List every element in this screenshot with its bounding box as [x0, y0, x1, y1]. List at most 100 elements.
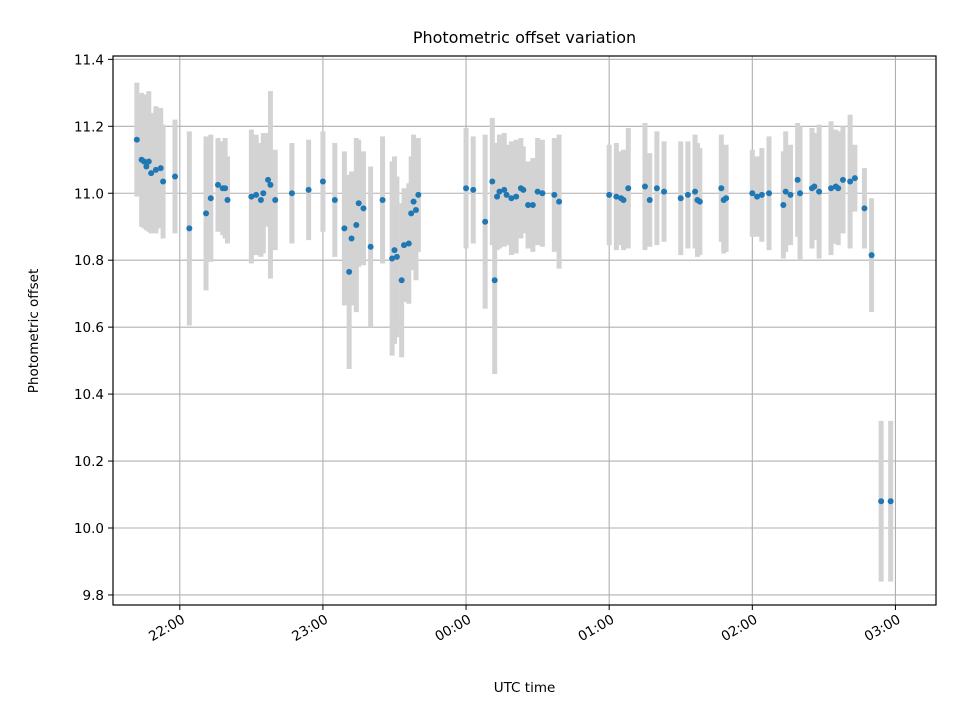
data-point: [661, 188, 668, 195]
data-point: [782, 188, 789, 195]
data-point: [410, 198, 417, 205]
y-tick-label: 11.0: [74, 186, 104, 202]
data-point: [718, 185, 725, 192]
data-point: [389, 255, 396, 262]
data-point: [482, 218, 489, 225]
data-point: [267, 181, 274, 188]
data-point: [214, 181, 221, 188]
data-point: [513, 193, 520, 200]
data-point: [508, 195, 515, 202]
data-point: [684, 191, 691, 198]
data-point: [613, 193, 620, 200]
data-point: [646, 196, 653, 203]
y-tick-label: 10.8: [74, 253, 104, 269]
y-tick-label: 11.4: [74, 52, 104, 68]
data-point: [288, 190, 295, 197]
data-point: [331, 196, 338, 203]
data-point: [222, 185, 229, 192]
data-point: [723, 195, 730, 202]
data-point: [794, 176, 801, 183]
data-point: [141, 158, 148, 165]
data-point: [696, 198, 703, 205]
data-point: [692, 188, 699, 195]
data-point: [148, 170, 155, 177]
data-point: [501, 186, 508, 193]
data-point: [248, 193, 255, 200]
data-point: [398, 277, 405, 284]
data-point: [529, 201, 536, 208]
data-point: [758, 191, 765, 198]
data-point: [379, 196, 386, 203]
data-point: [353, 222, 360, 229]
data-point: [606, 191, 613, 198]
data-point: [172, 173, 179, 180]
y-axis-label: Photometric offset: [26, 269, 42, 393]
data-point: [641, 183, 648, 190]
data-point: [405, 240, 412, 247]
data-point: [355, 200, 362, 207]
data-point: [265, 176, 272, 183]
data-point: [496, 188, 503, 195]
data-point: [534, 188, 541, 195]
data-point: [811, 183, 818, 190]
data-point: [489, 178, 496, 185]
data-point: [253, 191, 260, 198]
data-point: [816, 188, 823, 195]
data-point: [494, 193, 501, 200]
data-point: [749, 190, 756, 197]
data-point: [360, 205, 367, 212]
data-point: [491, 277, 498, 284]
data-point: [143, 163, 150, 170]
data-point: [780, 201, 787, 208]
data-point: [393, 253, 400, 260]
data-point: [551, 191, 558, 198]
data-point: [348, 235, 355, 242]
y-tick-label: 11.2: [74, 119, 104, 135]
data-point: [556, 198, 563, 205]
y-axis: 9.8 10.0 10.2 10.4 10.6 10.8 11.0 11.2 11.4: [74, 52, 113, 604]
data-point: [305, 186, 312, 193]
data-point: [525, 201, 532, 208]
data-point: [152, 166, 159, 173]
data-point: [346, 268, 353, 275]
chart-title: Photometric offset variation: [413, 28, 636, 47]
data-point: [797, 190, 804, 197]
y-tick-label: 10.4: [74, 387, 104, 403]
data-point: [145, 158, 152, 165]
data-point: [828, 185, 835, 192]
data-point: [186, 225, 193, 232]
data-point: [878, 498, 885, 505]
data-point: [260, 190, 267, 197]
data-point: [539, 190, 546, 197]
y-tick-label: 10.0: [74, 521, 104, 537]
data-point: [839, 176, 846, 183]
data-point: [412, 206, 419, 213]
plot-frame: [112, 55, 937, 606]
data-point: [224, 196, 231, 203]
data-point: [861, 205, 868, 212]
data-point: [653, 185, 660, 192]
data-point: [887, 498, 894, 505]
data-point: [766, 190, 773, 197]
data-points: [133, 136, 894, 505]
data-point: [754, 193, 761, 200]
data-point: [463, 185, 470, 192]
x-axis-label: UTC time: [494, 680, 556, 696]
data-point: [391, 247, 398, 254]
grid: [113, 56, 936, 605]
data-point: [620, 196, 627, 203]
data-point: [272, 196, 279, 203]
data-point: [367, 243, 374, 250]
data-point: [415, 191, 422, 198]
data-point: [319, 178, 326, 185]
data-point: [401, 242, 408, 249]
data-point: [625, 185, 632, 192]
data-point: [160, 178, 167, 185]
data-point: [847, 178, 854, 185]
data-point: [341, 225, 348, 232]
y-tick-label: 9.8: [83, 588, 104, 604]
data-point: [203, 210, 210, 217]
data-point: [207, 195, 214, 202]
data-point: [470, 186, 477, 193]
